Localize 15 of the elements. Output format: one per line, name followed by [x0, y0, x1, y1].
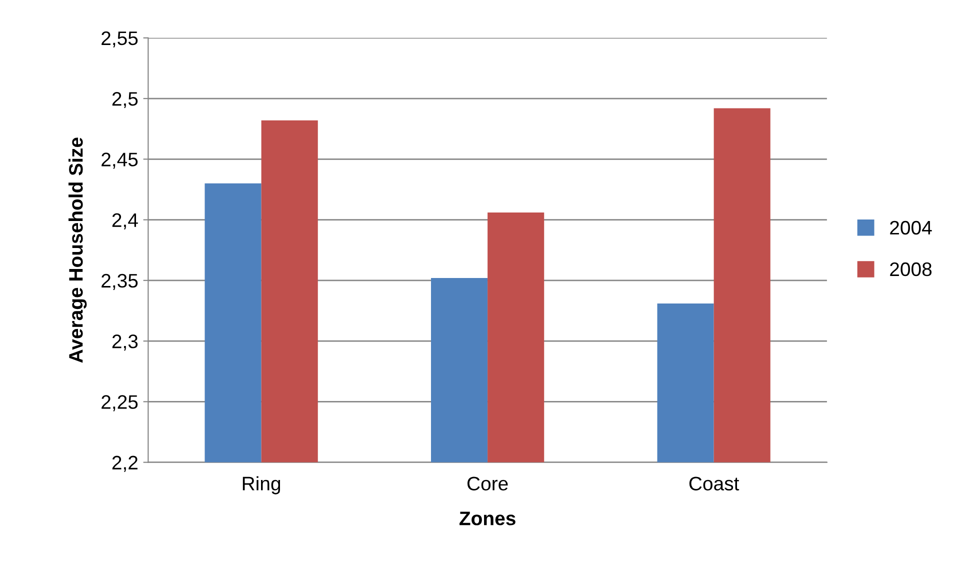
legend-label: 2004 [890, 220, 932, 235]
legend-label: 2008 [890, 262, 932, 276]
y-tick-label: 2,4 [112, 213, 138, 230]
x-axis-title: Zones [460, 512, 516, 526]
y-axis-title: Average Household Size [68, 138, 87, 363]
y-tick-label: 2,5 [112, 92, 138, 108]
y-tick-label: 2,35 [102, 274, 138, 290]
x-tick-label: Coast [689, 476, 740, 490]
y-tick-label: 2,45 [102, 152, 138, 169]
y-tick-label: 2,55 [102, 31, 138, 48]
y-tick-label: 2,3 [112, 334, 138, 351]
x-tick-label: Ring [242, 476, 280, 494]
x-tick-label: Core [467, 476, 508, 490]
y-tick-label: 2,25 [102, 395, 138, 412]
y-tick-label: 2,2 [112, 456, 138, 472]
